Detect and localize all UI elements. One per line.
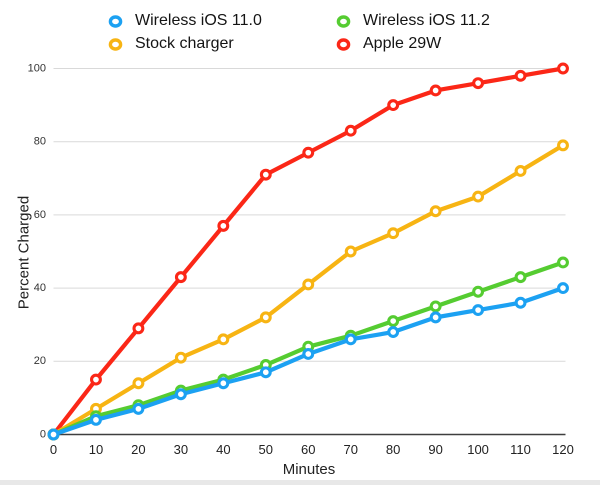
data-point-apple-29w [132,322,145,335]
legend-label: Stock charger [135,35,234,52]
y-tick-label: 100 [28,62,46,74]
y-axis-title: Percent Charged [15,195,33,310]
data-point-wireless-ios-11-0 [514,296,527,309]
data-point-wireless-ios-11-2 [514,271,527,284]
data-point-wireless-ios-11-0 [302,348,315,360]
data-point-wireless-ios-11-0 [429,311,442,324]
x-tick-label: 70 [343,442,357,457]
legend-label: Apple 29W [363,35,442,52]
x-tick-label: 60 [301,442,315,457]
data-point-stock-charger [514,165,527,177]
data-point-wireless-ios-11-0 [472,304,485,317]
data-point-apple-29w [429,84,442,97]
data-point-stock-charger [472,190,485,203]
legend-item: Wireless iOS 11.0 [108,10,336,32]
data-point-wireless-ios-11-0 [557,282,569,295]
data-point-apple-29w [217,219,230,232]
data-point-wireless-ios-11-2 [429,300,442,313]
data-point-stock-charger [557,139,569,152]
data-point-apple-29w [387,99,400,112]
data-point-wireless-ios-11-0 [47,428,60,441]
data-point-apple-29w [344,124,357,137]
data-point-stock-charger [174,351,187,364]
legend-item: Stock charger [108,33,336,55]
data-point-wireless-ios-11-0 [90,413,102,426]
x-tick-label: 20 [131,442,145,457]
bottom-edge-strip [0,480,600,485]
series-line-apple-29w [51,66,566,437]
x-tick-label: 30 [174,442,188,457]
x-tick-label: 120 [552,442,574,457]
data-point-stock-charger [259,311,272,324]
data-point-wireless-ios-11-2 [557,256,569,269]
data-point-apple-29w [472,77,485,90]
data-point-stock-charger [429,205,442,218]
data-point-stock-charger [132,377,145,390]
legend: Wireless iOS 11.0 Wireless iOS 11.2 Stock … [108,10,490,55]
x-tick-label: 110 [510,442,531,457]
y-tick-label: 80 [34,136,46,148]
data-point-apple-29w [259,168,272,181]
data-point-wireless-ios-11-2 [387,315,400,327]
data-point-wireless-ios-11-0 [217,377,230,390]
x-tick-label: 0 [50,442,57,457]
data-point-stock-charger [387,227,400,240]
y-tick-label: 20 [34,355,46,367]
x-axis-title: Minutes [282,461,336,478]
x-tick-label: 40 [216,442,230,457]
y-tick-label: 60 [34,209,46,221]
data-point-stock-charger [302,278,315,291]
legend-label: Wireless iOS 11.0 [135,12,262,29]
data-point-stock-charger [344,245,357,258]
data-point-wireless-ios-11-0 [132,402,145,415]
legend-item: Wireless iOS 11.2 [336,10,490,32]
legend-ring-icon [336,37,351,51]
data-point-apple-29w [174,271,187,284]
y-tick-label: 0 [40,428,46,440]
legend-ring-icon [336,14,351,28]
data-point-apple-29w [302,146,315,159]
data-point-apple-29w [514,69,527,82]
legend-label: Wireless iOS 11.2 [363,12,490,29]
data-point-wireless-ios-11-0 [259,366,272,379]
data-point-wireless-ios-11-0 [174,388,187,401]
x-tick-label: 50 [259,442,273,457]
legend-ring-icon [108,14,123,28]
data-point-stock-charger [217,333,230,346]
data-point-apple-29w [90,373,102,386]
legend-item: Apple 29W [336,33,490,55]
x-tick-label: 90 [428,442,442,457]
x-tick-label: 10 [89,442,103,457]
y-tick-label: 40 [34,282,46,294]
data-point-apple-29w [557,62,569,75]
data-point-wireless-ios-11-0 [387,326,400,338]
data-point-wireless-ios-11-0 [344,333,357,346]
x-tick-label: 100 [467,442,489,457]
x-tick-label: 80 [386,442,400,457]
legend-ring-icon [108,37,123,51]
data-point-wireless-ios-11-2 [472,285,485,298]
